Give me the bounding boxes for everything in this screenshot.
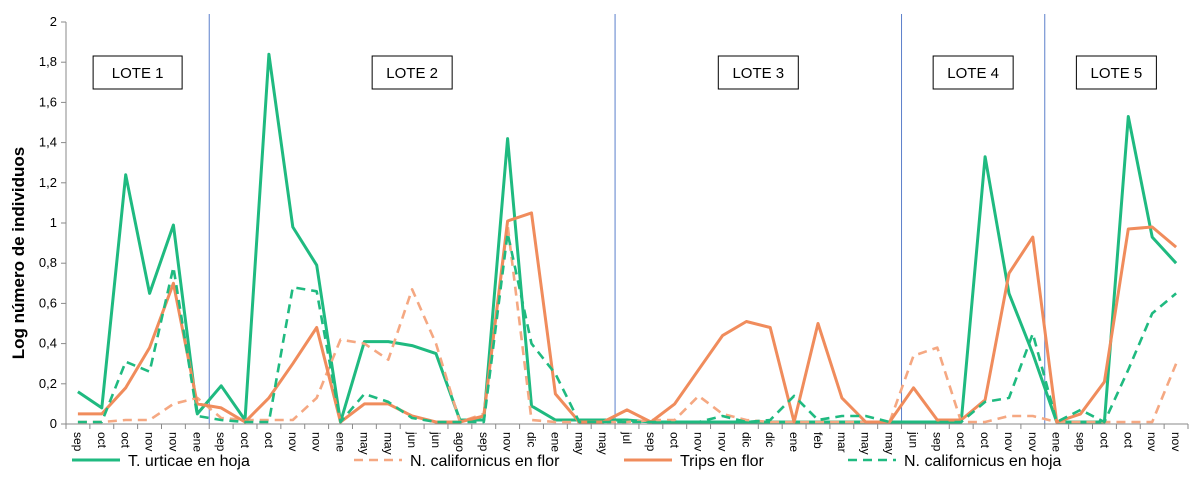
series-lines: [77, 52, 1178, 424]
x-tick-label: ene: [190, 432, 204, 452]
legend-label: T. urticae en hoja: [128, 453, 250, 470]
x-tick-label: oct: [978, 432, 992, 449]
y-tick-label: 0,8: [39, 255, 57, 270]
x-tick-label: oct: [238, 432, 252, 449]
x-tick-label: sep: [1074, 432, 1088, 452]
lote-box: [717, 55, 799, 90]
x-tick-label: feb: [811, 432, 825, 449]
x-tick-label: dic: [739, 432, 753, 447]
legend-label: N. californicus en hoja: [904, 453, 1062, 470]
x-tick-label: may: [381, 432, 395, 455]
x-tick-label: nov: [715, 432, 729, 451]
y-tick-label: 2: [50, 14, 57, 29]
x-tick-label: oct: [1121, 432, 1135, 449]
y-tick-label: 0,6: [39, 295, 57, 310]
lote-box: [92, 55, 183, 90]
y-tick-label: 1,6: [39, 94, 57, 109]
series-line: [77, 223, 1178, 424]
x-tick-label: oct: [954, 432, 968, 449]
y-tick-label: 1: [50, 215, 57, 230]
x-tick-label: oct: [95, 432, 109, 449]
lote-box: [1075, 55, 1157, 90]
x-tick-label: nov: [143, 432, 157, 451]
lote-box: [371, 55, 453, 90]
x-tick-label: jun: [405, 431, 419, 448]
x-tick-label: nov: [1169, 432, 1183, 451]
x-tick-label: sep: [477, 432, 491, 452]
series-line: [77, 231, 1177, 424]
x-tick-label: may: [883, 432, 897, 455]
lote-label: LOTE 5: [1091, 65, 1143, 82]
x-tick-label: nov: [1002, 432, 1016, 451]
legend: T. urticae en hoja N. californicus en flo…: [72, 453, 1062, 470]
x-tick-label: may: [859, 432, 873, 455]
x-tick-label: oct: [119, 432, 133, 449]
series-line: [77, 211, 1178, 424]
y-tick-label: 0,2: [39, 376, 57, 391]
y-tick-label: 0: [50, 416, 57, 431]
x-tick-label: ago: [453, 432, 467, 452]
lote-labels: LOTE 1 LOTE 2 LOTE 3 LOTE 4 LOTE 5: [92, 55, 1157, 90]
x-tick-label: nov: [286, 432, 300, 451]
lote-label: LOTE 4: [947, 65, 999, 82]
x-tick-label: oct: [1097, 432, 1111, 449]
legend-label: Trips en flor: [680, 453, 765, 470]
x-tick-label: may: [596, 432, 610, 455]
x-tick-label: jul: [620, 431, 634, 444]
series-line: [77, 52, 1178, 424]
x-tick-label: nov: [501, 432, 515, 451]
y-tick-label: 1,4: [39, 135, 57, 150]
x-axis: sep oct oct nov nov ene sep oct oct nov nov ene may m…: [65, 423, 1189, 455]
x-tick-label: ene: [787, 432, 801, 452]
lote-label: LOTE 2: [386, 65, 438, 82]
x-tick-label: nov: [1145, 432, 1159, 451]
y-axis: 0 0,2 0,4 0,6 0,8 1 1,2 1,4 1,6 1,8 2: [39, 14, 67, 431]
x-tick-label: nov: [166, 432, 180, 451]
x-tick-label: jun: [906, 431, 920, 448]
x-tick-label: jun: [429, 431, 443, 448]
x-tick-label: ene: [548, 432, 562, 452]
x-tick-label: dic: [525, 432, 539, 447]
x-tick-label: oct: [262, 432, 276, 449]
y-tick-label: 0,4: [39, 336, 57, 351]
x-tick-label: sep: [71, 432, 85, 452]
x-tick-label: nov: [1026, 432, 1040, 451]
x-tick-label: may: [357, 432, 371, 455]
lote-dividers: [208, 14, 1046, 424]
x-tick-label: sep: [930, 432, 944, 452]
x-tick-label: may: [572, 432, 586, 455]
x-tick-label: sep: [644, 432, 658, 452]
x-tick-label: oct: [668, 432, 682, 449]
y-axis-label: Log número de individuos: [9, 147, 28, 360]
x-tick-label: ene: [1050, 432, 1064, 452]
lote-label: LOTE 1: [112, 65, 164, 82]
y-tick-label: 1,2: [39, 175, 57, 190]
legend-label: N. californicus en flor: [410, 453, 560, 470]
x-tick-label: nov: [692, 432, 706, 451]
lote-box: [932, 55, 1014, 90]
x-tick-label: sep: [214, 432, 228, 452]
x-tick-label: ene: [334, 432, 348, 452]
lote-label: LOTE 3: [732, 65, 784, 82]
x-tick-label: mar: [835, 432, 849, 453]
y-tick-label: 1,8: [39, 54, 57, 69]
x-tick-label: nov: [310, 432, 324, 451]
x-tick-label: dic: [763, 432, 777, 447]
